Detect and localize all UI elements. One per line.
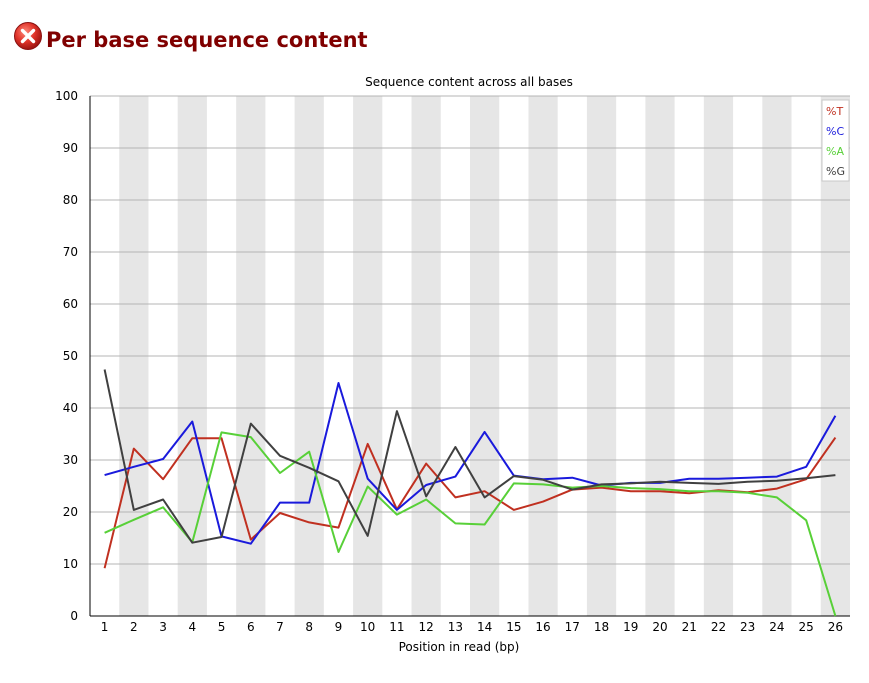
x-tick-label: 5 [218,620,226,634]
x-tick-label: 7 [276,620,284,634]
y-tick-label: 50 [63,349,78,363]
x-tick-label: 9 [335,620,343,634]
error-cross-icon [14,22,42,50]
chart-title: Sequence content across all bases [365,75,573,89]
x-tick-label: 20 [652,620,667,634]
page-title: Per base sequence content [46,28,368,52]
x-tick-label: 6 [247,620,255,634]
x-tick-label: 16 [535,620,550,634]
x-tick-label: 21 [682,620,697,634]
y-tick-label: 70 [63,245,78,259]
x-tick-label: 22 [711,620,726,634]
x-tick-label: 11 [389,620,404,634]
y-tick-label: 10 [63,557,78,571]
x-tick-label: 4 [188,620,196,634]
x-tick-label: 1 [101,620,109,634]
series-line-g [103,369,836,544]
legend-item: %C [826,125,844,138]
page-header: Per base sequence content [0,0,869,70]
x-tick-label: 18 [594,620,609,634]
x-tick-label: 14 [477,620,492,634]
y-tick-label: 20 [63,505,78,519]
x-tick-label: 10 [360,620,375,634]
x-tick-label: 12 [419,620,434,634]
y-tick-label: 0 [70,609,78,623]
x-tick-label: 19 [623,620,638,634]
series-line-c [104,382,837,545]
y-tick-label: 40 [63,401,78,415]
legend-box [821,99,850,182]
x-tick-label: 13 [448,620,463,634]
x-tick-label: 8 [305,620,313,634]
y-tick-label: 90 [63,141,78,155]
legend-item: %T [826,105,843,118]
y-tick-label: 60 [63,297,78,311]
x-axis-label: Position in read (bp) [399,640,520,654]
x-tick-label: 23 [740,620,755,634]
x-tick-label: 15 [506,620,521,634]
x-tick-label: 25 [799,620,814,634]
y-tick-label: 80 [63,193,78,207]
y-tick-label: 30 [63,453,78,467]
x-tick-label: 26 [828,620,843,634]
legend-item: %A [826,145,844,158]
x-tick-label: 3 [159,620,167,634]
x-tick-label: 24 [769,620,784,634]
x-tick-label: 2 [130,620,138,634]
legend-item: %G [826,165,845,178]
x-tick-label: 17 [565,620,580,634]
series-line-a [104,431,837,617]
y-tick-label: 100 [55,89,78,103]
